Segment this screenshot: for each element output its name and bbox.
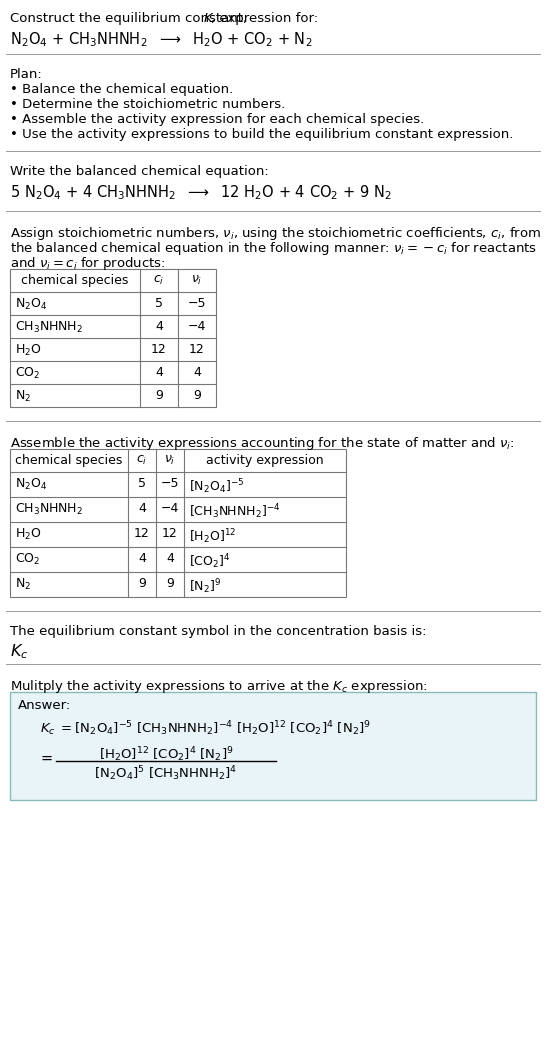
Text: 4: 4 (155, 320, 163, 333)
Text: $\mathregular{CH_3NHNH_2}$: $\mathregular{CH_3NHNH_2}$ (15, 502, 83, 517)
Text: $\mathregular{CO_2}$: $\mathregular{CO_2}$ (15, 366, 40, 381)
Text: Mulitply the activity expressions to arrive at the $\mathit{K_c}$ expression:: Mulitply the activity expressions to arr… (10, 678, 428, 695)
Text: The equilibrium constant symbol in the concentration basis is:: The equilibrium constant symbol in the c… (10, 625, 426, 638)
Text: the balanced chemical equation in the following manner: $\nu_i = -c_i$ for react: the balanced chemical equation in the fo… (10, 239, 537, 257)
Text: $\mathit{K_c}$ $= [\mathregular{N_2O_4}]^{-5}$ $[\mathregular{CH_3NHNH_2}]^{-4}$: $\mathit{K_c}$ $= [\mathregular{N_2O_4}]… (40, 720, 371, 737)
Text: K: K (204, 12, 213, 25)
Text: $\mathregular{N_2O_4}$ + $\mathregular{CH_3NHNH_2}$  $\longrightarrow$  $\mathre: $\mathregular{N_2O_4}$ + $\mathregular{C… (10, 30, 312, 49)
Text: 5: 5 (155, 298, 163, 310)
Text: 4: 4 (155, 366, 163, 379)
Text: $[\mathregular{N_2}]^{9}$: $[\mathregular{N_2}]^{9}$ (189, 577, 221, 596)
Text: 9: 9 (138, 577, 146, 590)
Text: $\mathregular{H_2O}$: $\mathregular{H_2O}$ (15, 343, 41, 358)
Text: 4: 4 (138, 552, 146, 565)
Text: 9: 9 (166, 577, 174, 590)
Text: , expression for:: , expression for: (211, 12, 318, 25)
Text: $\mathregular{H_2O}$: $\mathregular{H_2O}$ (15, 528, 41, 542)
Text: Assemble the activity expressions accounting for the state of matter and $\nu_i$: Assemble the activity expressions accoun… (10, 435, 515, 452)
Text: 9: 9 (155, 389, 163, 402)
Text: $[\mathregular{CH_3NHNH_2}]^{-4}$: $[\mathregular{CH_3NHNH_2}]^{-4}$ (189, 502, 281, 521)
Text: $\nu_i$: $\nu_i$ (164, 454, 176, 467)
Text: • Determine the stoichiometric numbers.: • Determine the stoichiometric numbers. (10, 98, 285, 111)
Text: $\nu_i$: $\nu_i$ (191, 274, 203, 287)
Bar (10, 269, 216, 407)
Bar (10, 692, 536, 800)
Text: 12: 12 (134, 528, 150, 540)
Text: 12: 12 (162, 528, 178, 540)
Text: 12: 12 (151, 343, 167, 356)
Text: $c_i$: $c_i$ (136, 454, 147, 467)
Text: 9: 9 (193, 389, 201, 402)
Text: 4: 4 (193, 366, 201, 379)
Text: $\mathregular{CO_2}$: $\mathregular{CO_2}$ (15, 552, 40, 568)
Text: 5: 5 (138, 477, 146, 490)
Text: =: = (40, 751, 52, 766)
Text: $[\mathregular{H_2O}]^{12}$ $[\mathregular{CO_2}]^{4}$ $[\mathregular{N_2}]^{9}$: $[\mathregular{H_2O}]^{12}$ $[\mathregul… (99, 745, 233, 764)
Text: −4: −4 (188, 320, 206, 333)
Text: and $\nu_i = c_i$ for products:: and $\nu_i = c_i$ for products: (10, 255, 165, 272)
Text: $\mathregular{N_2O_4}$: $\mathregular{N_2O_4}$ (15, 477, 48, 492)
Text: $[\mathregular{N_2O_4}]^{-5}$: $[\mathregular{N_2O_4}]^{-5}$ (189, 477, 244, 496)
Text: $[\mathregular{H_2O}]^{12}$: $[\mathregular{H_2O}]^{12}$ (189, 528, 236, 545)
Text: chemical species: chemical species (15, 454, 123, 467)
Text: $\mathregular{N_2}$: $\mathregular{N_2}$ (15, 577, 31, 592)
Text: $\mathregular{N_2O_4}$: $\mathregular{N_2O_4}$ (15, 298, 48, 312)
Text: • Assemble the activity expression for each chemical species.: • Assemble the activity expression for e… (10, 113, 424, 126)
Text: • Balance the chemical equation.: • Balance the chemical equation. (10, 83, 233, 96)
Text: $[\mathregular{CO_2}]^{4}$: $[\mathregular{CO_2}]^{4}$ (189, 552, 230, 571)
Text: $\mathit{K_c}$: $\mathit{K_c}$ (10, 642, 28, 660)
Text: • Use the activity expressions to build the equilibrium constant expression.: • Use the activity expressions to build … (10, 128, 513, 141)
Text: $\mathregular{CH_3NHNH_2}$: $\mathregular{CH_3NHNH_2}$ (15, 320, 83, 335)
Text: −5: −5 (161, 477, 179, 490)
Text: Assign stoichiometric numbers, $\nu_i$, using the stoichiometric coefficients, $: Assign stoichiometric numbers, $\nu_i$, … (10, 225, 541, 242)
Text: Answer:: Answer: (18, 699, 71, 712)
Text: activity expression: activity expression (206, 454, 324, 467)
Text: Construct the equilibrium constant,: Construct the equilibrium constant, (10, 12, 251, 25)
Bar (10, 449, 346, 597)
Text: chemical species: chemical species (21, 274, 129, 287)
Text: −4: −4 (161, 502, 179, 515)
Text: 4: 4 (138, 502, 146, 515)
Text: 4: 4 (166, 552, 174, 565)
Text: $\mathregular{N_2}$: $\mathregular{N_2}$ (15, 389, 31, 404)
Text: $[\mathregular{N_2O_4}]^{5}$ $[\mathregular{CH_3NHNH_2}]^{4}$: $[\mathregular{N_2O_4}]^{5}$ $[\mathregu… (94, 764, 238, 783)
Text: −5: −5 (188, 298, 206, 310)
Text: $c_i$: $c_i$ (153, 274, 165, 287)
Text: Plan:: Plan: (10, 68, 43, 81)
Text: Write the balanced chemical equation:: Write the balanced chemical equation: (10, 165, 269, 178)
Text: 12: 12 (189, 343, 205, 356)
Text: $\mathregular{5\ N_2O_4}$ + $\mathregular{4\ CH_3NHNH_2}$  $\longrightarrow$  $\: $\mathregular{5\ N_2O_4}$ + $\mathregula… (10, 183, 392, 202)
